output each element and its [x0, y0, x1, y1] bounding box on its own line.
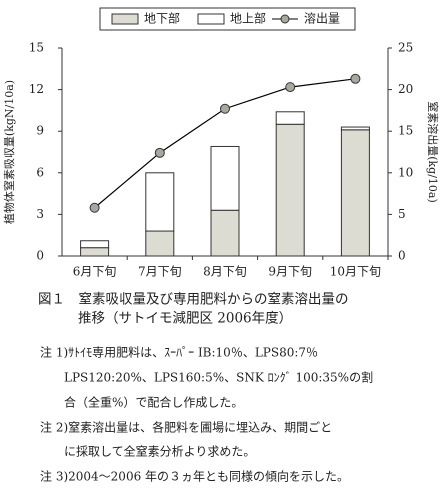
note-line: 注 2)窒素溶出量は、各肥料を圃場に埋込み、期間ごと	[40, 420, 332, 435]
x-tick-label: 7月下旬	[138, 265, 182, 279]
bar-segment	[275, 123, 305, 257]
bar-segment	[210, 209, 240, 257]
y-tick-label: 6	[36, 165, 44, 179]
line-marker	[285, 82, 296, 93]
y-tick-label: 3	[36, 207, 44, 221]
bar-segment	[80, 240, 110, 249]
line-marker	[350, 73, 361, 84]
x-tick-label: 10月下旬	[330, 265, 381, 279]
y2-tick-label: 0	[398, 249, 406, 263]
bar-segment	[275, 111, 305, 125]
bar-segment	[145, 172, 175, 232]
y2-tick-label: 15	[398, 124, 413, 138]
line-marker	[220, 103, 230, 114]
note-line: LPS120:20%、LPS160:5%、SNK ﾛﾝｸﾞ 100:35%の割	[64, 370, 373, 385]
y-tick-label: 0	[36, 249, 44, 263]
note-line: 合（全重%）で配合し作成した。	[64, 395, 243, 410]
x-tick-label: 6月下旬	[73, 265, 117, 279]
caption-line: 推移（サトイモ減肥区 2006年度）	[78, 310, 292, 327]
y-tick-label: 12	[29, 82, 44, 96]
y2-tick-label: 5	[398, 207, 406, 221]
bar-segment	[145, 230, 175, 257]
y2-axis-label: 窒素溶出量(kg/10a)	[426, 101, 440, 203]
note-line: に採取して全窒素分析より求めた。	[64, 444, 255, 459]
y2-tick-label: 25	[398, 41, 413, 55]
line-marker	[89, 202, 100, 213]
legend-label: 溶出量	[304, 11, 340, 26]
y-tick-label: 9	[36, 124, 44, 138]
bar-segment	[80, 247, 110, 257]
y-axis-label: 植物体窒素吸収量(kgN/10a)	[2, 80, 16, 224]
line-marker	[154, 147, 165, 158]
caption-line: 図１ 窒素吸収量及び専用肥料からの窒素溶出量の	[38, 291, 349, 308]
bar-segment	[340, 129, 370, 257]
legend-label: 地上部	[230, 11, 266, 26]
y2-tick-label: 20	[398, 82, 413, 96]
legend-swatch	[111, 13, 139, 25]
note-line: 注 3)2004～2006 年の３ヵ年とも同様の傾向を示した。	[40, 469, 349, 484]
bar-segment	[340, 126, 370, 131]
x-tick-label: 8月下旬	[203, 265, 247, 279]
bar-segment	[210, 145, 240, 211]
legend-label: 地下部	[144, 11, 180, 26]
legend-swatch	[197, 13, 225, 25]
legend-marker	[280, 14, 290, 24]
legend-box	[99, 7, 356, 31]
x-tick-label: 9月下旬	[268, 265, 312, 279]
y2-tick-label: 10	[398, 165, 413, 179]
y-tick-label: 15	[29, 41, 44, 55]
note-line: 注 1)ｻﾄｲﾓ専用肥料は、ｽｰﾊﾟｰ IB:10％、LPS80:7％	[40, 345, 318, 360]
